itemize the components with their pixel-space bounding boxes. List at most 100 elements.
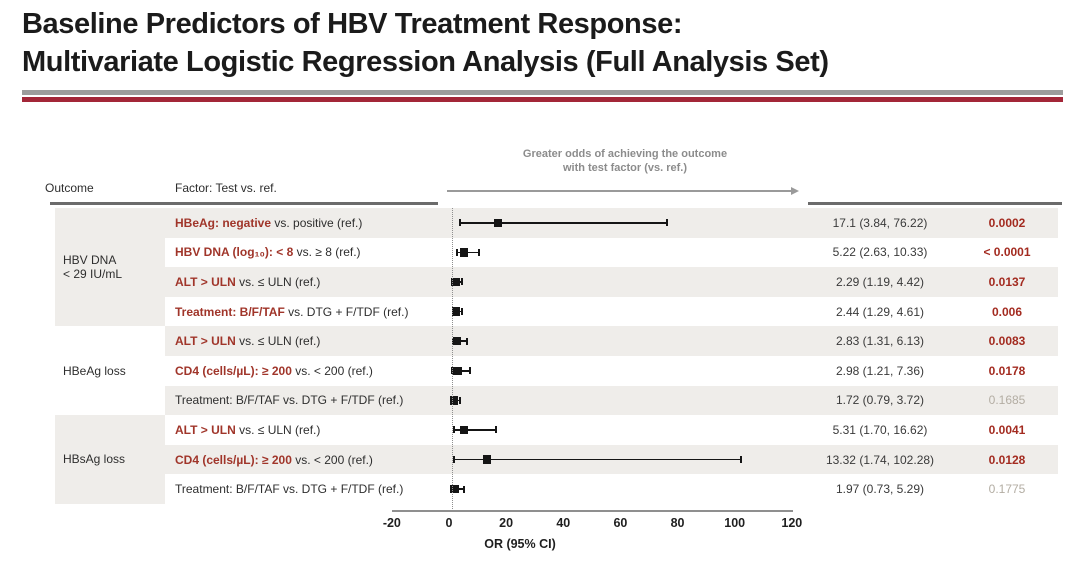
x-axis-line [392, 510, 793, 512]
or-point-marker [451, 307, 461, 316]
ci-bar [459, 222, 667, 224]
ci-bar [453, 458, 742, 461]
x-axis-tick-label: 80 [670, 516, 685, 530]
ci-cap-right [495, 426, 498, 434]
p-value: 0.0178 [988, 363, 1026, 378]
ci-cap-right [665, 219, 668, 227]
factor-label: ALT > ULN vs. ≤ ULN (ref.) [175, 275, 320, 289]
factor-test-part: HBV DNA (log₁₀): < 8 [175, 245, 294, 260]
ci-cap-right [477, 248, 480, 256]
factor-label: ALT > ULN vs. ≤ ULN (ref.) [175, 334, 320, 348]
factor-label: Treatment: B/F/TAF vs. DTG + F/TDF (ref.… [175, 393, 403, 407]
p-value: 0.1775 [988, 482, 1026, 497]
title-line-2: Multivariate Logistic Regression Analysi… [22, 46, 829, 78]
outcome-group-cell: HBsAg loss [55, 415, 165, 504]
table-row: CD4 (cells/µL): ≥ 200 vs. < 200 (ref.) 1… [0, 444, 1080, 475]
ci-cap-right [465, 337, 468, 345]
factor-column-header: Factor: Test vs. ref. [175, 181, 277, 195]
outcome-column-header: Outcome [45, 181, 94, 195]
outcome-label: HBeAg loss [63, 363, 126, 378]
table-row: CD4 (cells/µL): ≥ 200 vs. < 200 (ref.) 2… [0, 356, 1080, 386]
table-row: ALT > ULN vs. ≤ ULN (ref.) 5.31 (1.70, 1… [0, 415, 1080, 445]
outcome-group-cell: HBV DNA < 29 IU/mL [55, 208, 165, 327]
or-point-marker [459, 425, 469, 435]
table-row: Treatment: B/F/TAF vs. DTG + F/TDF (ref.… [0, 474, 1080, 504]
right-arrow-icon [791, 186, 799, 195]
factor-test-part: CD4 (cells/µL): ≥ 200 [175, 363, 292, 378]
or-point-marker [451, 277, 460, 287]
factor-test-part: CD4 (cells/µL): ≥ 200 [175, 452, 292, 467]
row-stripe [165, 356, 1058, 386]
or-point-marker [449, 396, 459, 405]
or-ci-value: 13.32 (1.74, 102.28) [825, 452, 935, 467]
table-row: Treatment: B/F/TAF vs. DTG + F/TDF (ref.… [0, 296, 1080, 327]
ci-bar [453, 429, 497, 431]
or-point-marker [450, 484, 459, 494]
or-ci-value: 2.29 (1.19, 4.42) [835, 274, 925, 289]
or-ci-value: 1.72 (0.79, 3.72) [835, 393, 925, 408]
outcome-label: HBV DNA < 29 IU/mL [63, 252, 123, 282]
table-row: HBeAg: negative vs. positive (ref.) 17.1… [0, 208, 1080, 238]
factor-ref-part: vs. < 200 (ref.) [291, 452, 373, 467]
row-stripe [165, 267, 1058, 297]
factor-label: Treatment: B/F/TAF vs. DTG + F/TDF (ref.… [175, 482, 403, 496]
x-axis-tick-label: 20 [499, 516, 514, 530]
table-row: ALT > ULN vs. ≤ ULN (ref.) 2.29 (1.19, 4… [0, 267, 1080, 297]
or-ci-value: 2.44 (1.29, 4.61) [835, 304, 925, 319]
header-divider-right [808, 202, 1062, 205]
or-point-marker [452, 336, 462, 346]
or-point-marker [493, 218, 503, 228]
ci-cap-right [458, 396, 461, 404]
greater-odds-annotation: Greater odds of achieving the outcome wi… [450, 148, 800, 175]
annotation-line-1: Greater odds of achieving the outcome [522, 148, 728, 160]
table-row: Treatment: B/F/TAF vs. DTG + F/TDF (ref.… [0, 385, 1080, 416]
factor-label: HBV DNA (log₁₀): < 8 vs. ≥ 8 (ref.) [175, 245, 361, 259]
row-stripe [165, 474, 1058, 504]
row-stripe [165, 296, 1058, 327]
title-line-1: Baseline Predictors of HBV Treatment Res… [22, 8, 683, 40]
x-axis-tick-label: 0 [445, 516, 453, 530]
greater-odds-arrow-line [447, 190, 792, 192]
header-divider-left [50, 202, 438, 205]
factor-ref-part: vs. ≤ ULN (ref.) [235, 334, 321, 349]
p-value: 0.0083 [988, 334, 1026, 349]
factor-test-part: ALT > ULN [175, 334, 236, 349]
slide-title: Baseline Predictors of HBV Treatment Res… [22, 5, 829, 81]
factor-test-part: ALT > ULN [175, 422, 236, 437]
factor-test-part: HBeAg: negative [175, 215, 272, 230]
row-stripe [165, 415, 1058, 445]
p-value: 0.1685 [988, 393, 1026, 408]
ci-cap-left [455, 248, 458, 256]
row-stripe [165, 326, 1058, 356]
ci-cap-right [461, 308, 464, 316]
x-axis-label: OR (95% CI) [484, 537, 556, 551]
or-ci-value: 5.31 (1.70, 16.62) [832, 422, 928, 437]
row-stripe [165, 237, 1058, 268]
factor-ref-part: Treatment: B/F/TAF vs. DTG + F/TDF (ref.… [175, 482, 404, 497]
row-stripe [165, 385, 1058, 416]
or-ci-value: 2.83 (1.31, 6.13) [835, 334, 925, 349]
p-value: 0.006 [991, 304, 1023, 319]
or-ci-value: 1.97 (0.73, 5.29) [835, 482, 925, 497]
ci-cap-left [452, 456, 455, 464]
factor-ref-part: Treatment: B/F/TAF vs. DTG + F/TDF (ref.… [175, 393, 404, 408]
p-value: 0.0041 [988, 422, 1026, 437]
factor-ref-part: vs. < 200 (ref.) [291, 363, 373, 378]
reference-line [451, 208, 453, 511]
factor-label: CD4 (cells/µL): ≥ 200 vs. < 200 (ref.) [175, 364, 373, 378]
x-axis-tick-label: 60 [613, 516, 628, 530]
factor-label: ALT > ULN vs. ≤ ULN (ref.) [175, 423, 320, 437]
x-axis-tick-label: 100 [724, 516, 746, 530]
ci-cap-right [460, 278, 463, 286]
factor-ref-part: vs. DTG + F/TDF (ref.) [284, 304, 409, 319]
factor-label: Treatment: B/F/TAF vs. DTG + F/TDF (ref.… [175, 305, 408, 319]
annotation-line-2: with test factor (vs. ref.) [562, 161, 688, 174]
ci-cap-left [452, 426, 455, 434]
factor-ref-part: vs. ≤ ULN (ref.) [235, 274, 321, 289]
or-ci-value: 17.1 (3.84, 76.22) [832, 215, 928, 230]
factor-label: CD4 (cells/µL): ≥ 200 vs. < 200 (ref.) [175, 453, 373, 467]
or-point-marker [459, 248, 469, 257]
ci-cap-right [469, 367, 472, 375]
or-point-marker [482, 455, 492, 464]
title-rule-red [22, 97, 1063, 102]
